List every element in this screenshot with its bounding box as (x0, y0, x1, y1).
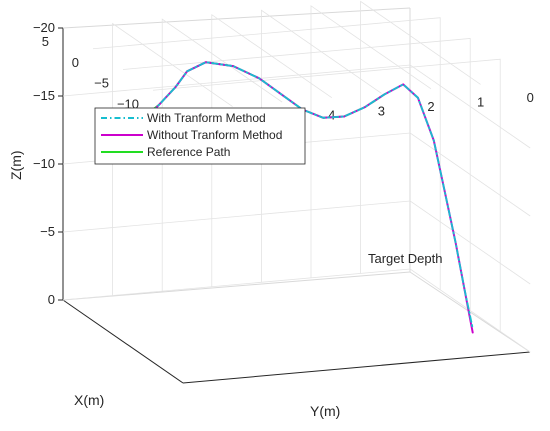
legend-label-reference-path: Reference Path (147, 145, 230, 159)
grid-line-z (62, 64, 531, 149)
x-axis-title: X(m) (74, 392, 104, 408)
grid-line-z (62, 268, 531, 353)
grid-line-x (122, 38, 471, 311)
grid-line-x (152, 58, 501, 332)
z-tick-label: −5 (40, 224, 55, 239)
legend-label-with-tranform: With Tranform Method (147, 111, 266, 125)
y-axis-line (182, 351, 531, 384)
grid-line-y (161, 18, 283, 292)
series-line-with-tranform-method (141, 61, 474, 330)
grid-line-y (310, 5, 432, 278)
back-floor-edge-2 (62, 271, 411, 301)
grid (62, 0, 531, 353)
z-tick-label: −10 (33, 156, 55, 171)
axes-box (62, 7, 531, 384)
grid-line-y (260, 9, 382, 283)
x-tick-label: 0 (72, 55, 79, 70)
z-tick-label: −20 (33, 20, 55, 35)
series-line-without-tranform-method (141, 61, 474, 334)
x-tick-label: −5 (94, 76, 109, 91)
y-tick-label: 4 (328, 108, 335, 123)
grid-line-y (360, 0, 481, 274)
grid-line-x (92, 17, 441, 290)
z-tick-label: 0 (48, 292, 55, 307)
grid-line-y (211, 13, 333, 287)
series-layer (129, 61, 474, 334)
y-tick-label: 3 (378, 103, 385, 118)
z-tick-label: −15 (33, 88, 55, 103)
z-axis-title: Z(m) (8, 150, 24, 180)
x-axis-line (62, 299, 184, 384)
y-tick-label: 1 (477, 94, 484, 109)
grid-line-y (112, 22, 233, 296)
legend-label-without-tranform: Without Tranform Method (147, 128, 282, 142)
y-axis-title: Y(m) (310, 403, 340, 419)
target-depth-annotation: Target Depth (368, 251, 442, 266)
grid-line-z (62, 200, 531, 285)
back-top-edge (62, 7, 411, 29)
x-tick-label: 5 (42, 34, 49, 49)
y-tick-label: 0 (527, 90, 534, 105)
legend: With Tranform Method Without Tranform Me… (94, 107, 306, 165)
x-tick-label: −10 (117, 96, 139, 111)
y-tick-label: 2 (427, 99, 434, 114)
